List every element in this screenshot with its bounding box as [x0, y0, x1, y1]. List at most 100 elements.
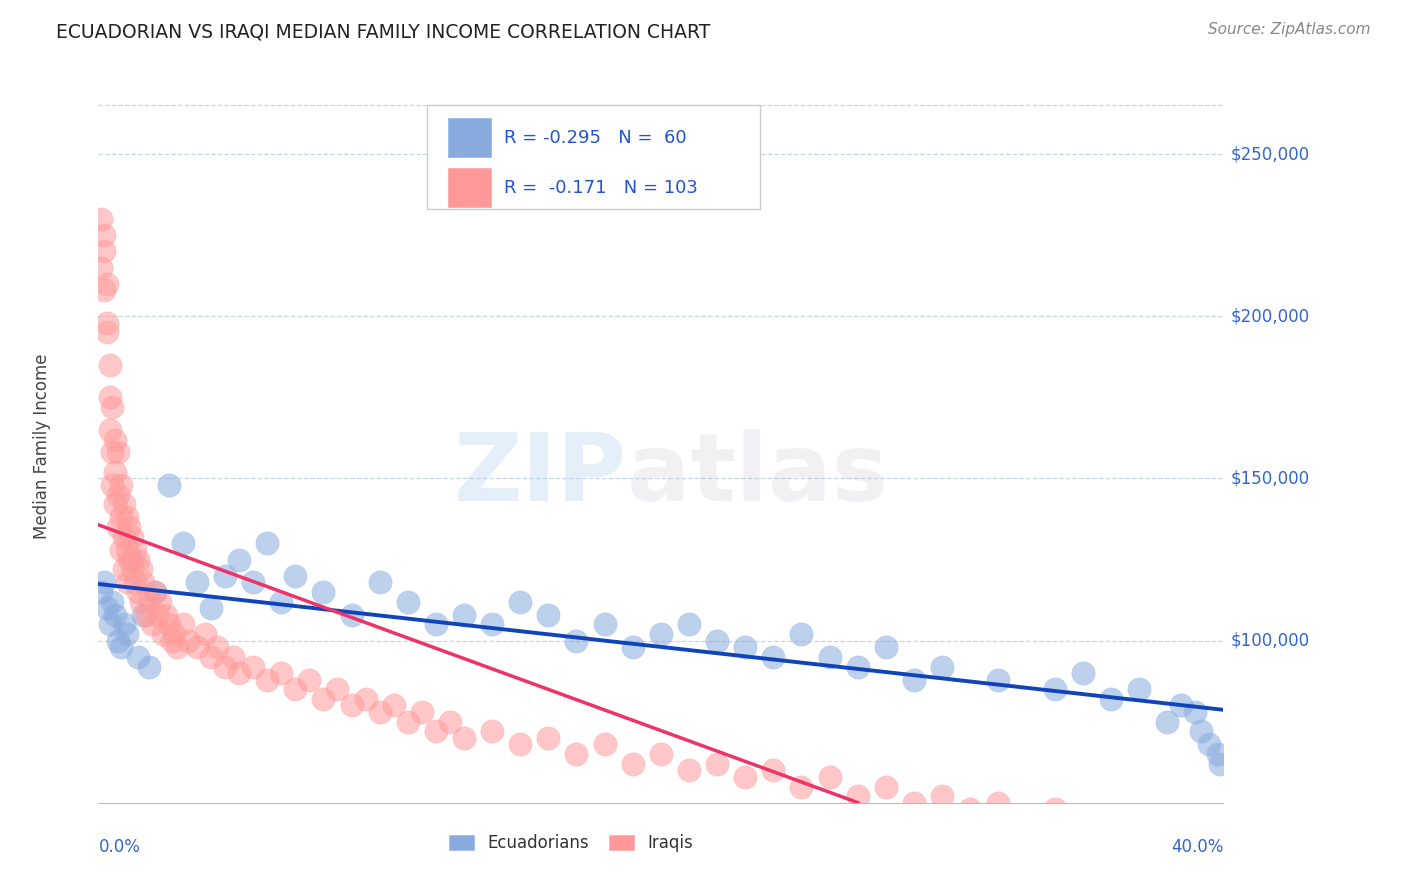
- Point: [1198, 738, 1220, 752]
- Point: [439, 714, 461, 729]
- Point: [101, 595, 124, 609]
- Point: [425, 617, 447, 632]
- Point: [149, 595, 172, 609]
- Point: [228, 666, 250, 681]
- Point: [411, 705, 433, 719]
- Point: [110, 510, 132, 524]
- Point: [340, 607, 363, 622]
- Text: 40.0%: 40.0%: [1171, 838, 1223, 856]
- Point: [101, 478, 124, 492]
- Point: [177, 633, 200, 648]
- Point: [1043, 682, 1066, 697]
- Point: [93, 228, 115, 243]
- Point: [678, 617, 700, 632]
- Point: [124, 542, 146, 557]
- Point: [143, 585, 166, 599]
- Point: [129, 595, 152, 609]
- Point: [118, 520, 141, 534]
- Point: [818, 649, 841, 664]
- Point: [706, 633, 728, 648]
- Point: [93, 283, 115, 297]
- Point: [129, 562, 152, 576]
- Point: [1156, 714, 1178, 729]
- Point: [132, 607, 155, 622]
- Point: [121, 562, 143, 576]
- Point: [157, 617, 180, 632]
- Point: [107, 445, 129, 459]
- Point: [98, 358, 121, 372]
- Point: [1128, 828, 1150, 842]
- Point: [1156, 822, 1178, 836]
- Point: [537, 607, 560, 622]
- Point: [284, 568, 307, 582]
- Point: [1170, 698, 1192, 713]
- Point: [127, 649, 149, 664]
- Point: [931, 659, 953, 673]
- Point: [621, 640, 644, 654]
- Point: [96, 316, 118, 330]
- Point: [112, 497, 135, 511]
- Point: [194, 627, 217, 641]
- Point: [127, 552, 149, 566]
- Text: atlas: atlas: [627, 428, 889, 521]
- Point: [205, 640, 228, 654]
- Point: [98, 617, 121, 632]
- Point: [101, 400, 124, 414]
- Point: [90, 211, 112, 226]
- Point: [112, 530, 135, 544]
- Point: [146, 607, 169, 622]
- Text: R = -0.295   N =  60: R = -0.295 N = 60: [505, 128, 688, 146]
- Point: [90, 260, 112, 275]
- Point: [93, 244, 115, 259]
- Point: [228, 552, 250, 566]
- Point: [104, 497, 127, 511]
- Point: [396, 714, 419, 729]
- Point: [312, 585, 335, 599]
- Point: [650, 747, 672, 761]
- Point: [214, 568, 236, 582]
- Text: ECUADORIAN VS IRAQI MEDIAN FAMILY INCOME CORRELATION CHART: ECUADORIAN VS IRAQI MEDIAN FAMILY INCOME…: [56, 22, 710, 41]
- Point: [107, 520, 129, 534]
- Point: [93, 575, 115, 590]
- Point: [96, 326, 118, 340]
- Text: ZIP: ZIP: [454, 428, 627, 521]
- Point: [256, 536, 278, 550]
- Text: $150,000: $150,000: [1230, 469, 1309, 487]
- Point: [509, 738, 531, 752]
- Point: [762, 649, 785, 664]
- Point: [790, 780, 813, 794]
- Point: [368, 575, 391, 590]
- Point: [172, 617, 194, 632]
- Point: [127, 585, 149, 599]
- Point: [115, 575, 138, 590]
- Point: [931, 789, 953, 804]
- Point: [1043, 802, 1066, 816]
- Point: [326, 682, 349, 697]
- Point: [368, 705, 391, 719]
- Point: [115, 510, 138, 524]
- Point: [790, 627, 813, 641]
- Point: [155, 607, 177, 622]
- Point: [425, 724, 447, 739]
- Point: [1189, 724, 1212, 739]
- Point: [650, 627, 672, 641]
- Point: [987, 673, 1010, 687]
- Point: [734, 770, 756, 784]
- Point: [1071, 666, 1094, 681]
- Point: [270, 595, 292, 609]
- Point: [1071, 822, 1094, 836]
- Point: [124, 575, 146, 590]
- Point: [312, 692, 335, 706]
- Point: [734, 640, 756, 654]
- Point: [846, 659, 869, 673]
- Point: [132, 575, 155, 590]
- Point: [453, 607, 475, 622]
- Point: [565, 633, 588, 648]
- Text: $250,000: $250,000: [1230, 145, 1309, 163]
- Point: [270, 666, 292, 681]
- Point: [818, 770, 841, 784]
- Point: [115, 627, 138, 641]
- Point: [152, 627, 174, 641]
- Point: [481, 617, 503, 632]
- Point: [396, 595, 419, 609]
